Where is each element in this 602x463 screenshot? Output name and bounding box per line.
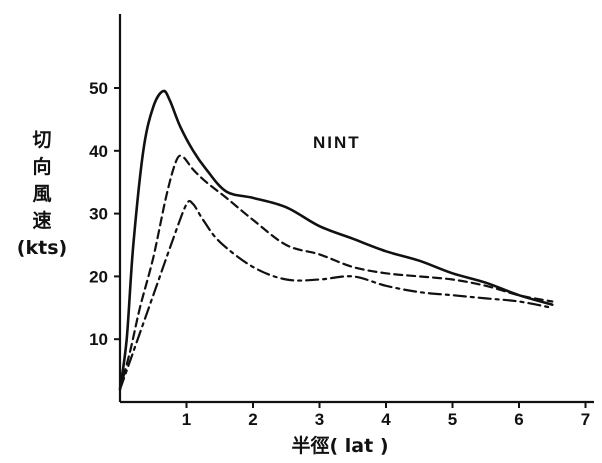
x-axis-label: 半徑( lat ) — [291, 434, 388, 457]
x-tick-label: 2 — [248, 410, 257, 429]
y-axis-label-line-4: 速 — [32, 209, 51, 232]
ticks: 1 2 3 4 5 6 7 10 20 30 40 50 — [89, 79, 590, 429]
y-tick-label: 50 — [89, 79, 108, 98]
x-tick-label: 7 — [581, 410, 590, 429]
y-axis-label-line-2: 向 — [32, 155, 51, 178]
series-group — [118, 89, 554, 391]
y-tick-label: 30 — [89, 205, 108, 224]
axes — [118, 14, 594, 404]
x-tick-label: 1 — [182, 410, 191, 429]
y-axis-label-line-5: (kts) — [17, 237, 67, 259]
chart-annotation: NINT — [313, 133, 361, 152]
x-tick-label: 5 — [448, 410, 457, 429]
y-axis-label-line-3: 風 — [32, 183, 51, 205]
y-tick-label: 20 — [89, 267, 108, 286]
x-tick-label: 4 — [381, 410, 391, 429]
y-tick-label: 40 — [89, 142, 108, 161]
series-line-dashed — [118, 154, 554, 391]
y-axis-label-line-1: 切 — [32, 129, 51, 151]
y-tick-label: 10 — [89, 330, 108, 349]
x-tick-label: 3 — [315, 410, 324, 429]
series-line-dash-dot — [118, 199, 554, 391]
y-axis-label: 切 向 風 速 (kts) — [17, 129, 67, 259]
series-line-solid — [118, 89, 554, 391]
x-tick-label: 6 — [514, 410, 523, 429]
